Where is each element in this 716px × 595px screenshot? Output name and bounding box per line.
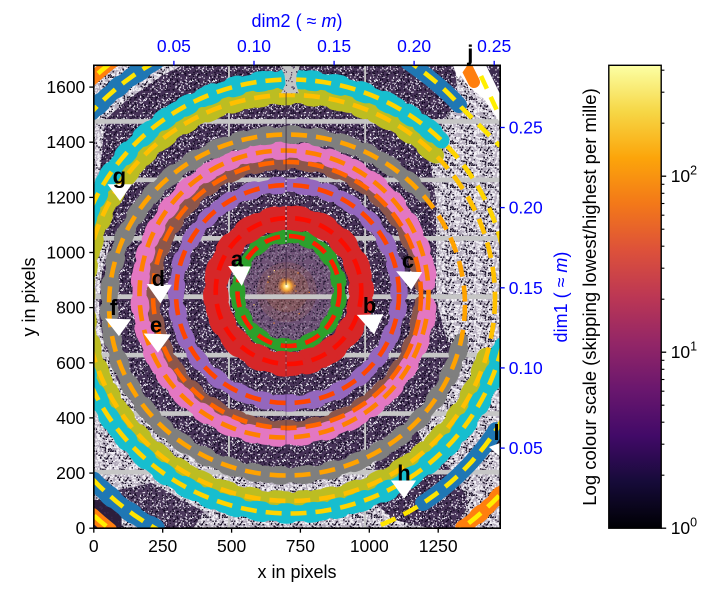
svg-text:1000: 1000 xyxy=(350,536,389,556)
svg-text:d: d xyxy=(152,266,165,291)
svg-text:f: f xyxy=(110,295,118,320)
svg-text:l: l xyxy=(493,420,499,445)
svg-text:1400: 1400 xyxy=(46,132,85,152)
svg-text:0: 0 xyxy=(76,518,86,538)
svg-text:0.20: 0.20 xyxy=(397,36,431,56)
svg-text:h: h xyxy=(397,461,410,486)
svg-text:c: c xyxy=(402,248,414,273)
svg-text:x in pixels: x in pixels xyxy=(257,562,336,582)
svg-text:g: g xyxy=(113,164,126,189)
svg-text:1250: 1250 xyxy=(419,536,458,556)
svg-text:y in pixels: y in pixels xyxy=(19,257,39,336)
svg-text:750: 750 xyxy=(286,536,315,556)
svg-text:400: 400 xyxy=(56,408,85,428)
svg-text:1200: 1200 xyxy=(46,187,85,207)
svg-text:0.15: 0.15 xyxy=(509,278,543,298)
svg-text:0.10: 0.10 xyxy=(237,36,271,56)
svg-text:0.25: 0.25 xyxy=(509,118,543,138)
svg-text:0.25: 0.25 xyxy=(477,36,511,56)
svg-text:dim2 ( ≈ m): dim2 ( ≈ m) xyxy=(252,11,343,31)
svg-text:0.15: 0.15 xyxy=(317,36,351,56)
svg-text:1600: 1600 xyxy=(46,77,85,97)
svg-text:j: j xyxy=(466,41,473,66)
svg-text:a: a xyxy=(231,247,244,272)
svg-text:0.05: 0.05 xyxy=(157,36,191,56)
svg-text:200: 200 xyxy=(56,463,85,483)
svg-text:800: 800 xyxy=(56,298,85,318)
svg-text:b: b xyxy=(363,293,376,318)
svg-text:0: 0 xyxy=(89,536,99,556)
svg-text:0.05: 0.05 xyxy=(509,438,543,458)
svg-text:0.10: 0.10 xyxy=(509,358,543,378)
svg-text:1000: 1000 xyxy=(46,243,85,263)
svg-text:600: 600 xyxy=(56,353,85,373)
svg-text:e: e xyxy=(150,313,162,338)
svg-text:250: 250 xyxy=(148,536,177,556)
svg-text:0.20: 0.20 xyxy=(509,198,543,218)
svg-text:dim1 ( ≈ m): dim1 ( ≈ m) xyxy=(551,252,571,343)
svg-text:500: 500 xyxy=(217,536,246,556)
svg-text:Log colour scale (skipping low: Log colour scale (skipping lowest/highes… xyxy=(579,88,600,505)
